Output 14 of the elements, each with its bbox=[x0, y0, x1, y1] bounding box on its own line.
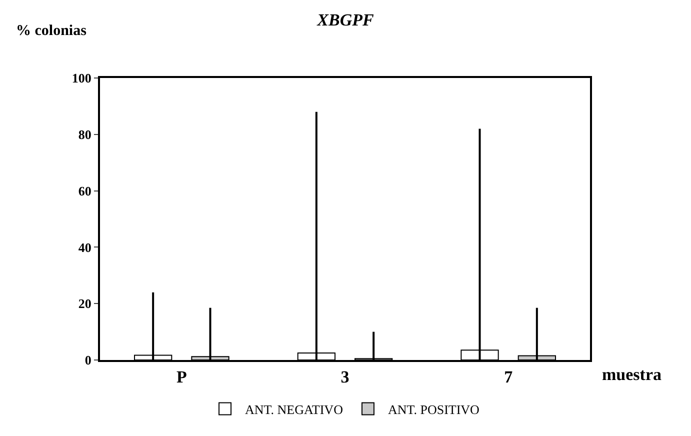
y-tick-label: 100 bbox=[72, 70, 92, 86]
y-tick-label: 20 bbox=[78, 296, 92, 312]
y-tick-label: 40 bbox=[78, 240, 92, 255]
y-axis-title: % colonias bbox=[16, 23, 87, 39]
x-axis-title: muestra bbox=[602, 365, 662, 384]
x-tick-label: 3 bbox=[340, 367, 350, 386]
y-tick-label: 80 bbox=[78, 126, 92, 142]
x-tick-label: P bbox=[176, 367, 187, 386]
y-tick-label: 60 bbox=[78, 183, 92, 198]
y-tick-label: 0 bbox=[84, 352, 92, 368]
legend-label: ANT. POSITIVO bbox=[388, 402, 480, 417]
legend-label: ANT. NEGATIVO bbox=[245, 402, 343, 417]
x-tick-label: 7 bbox=[504, 367, 514, 386]
chart-title: XBGPF bbox=[316, 10, 374, 30]
